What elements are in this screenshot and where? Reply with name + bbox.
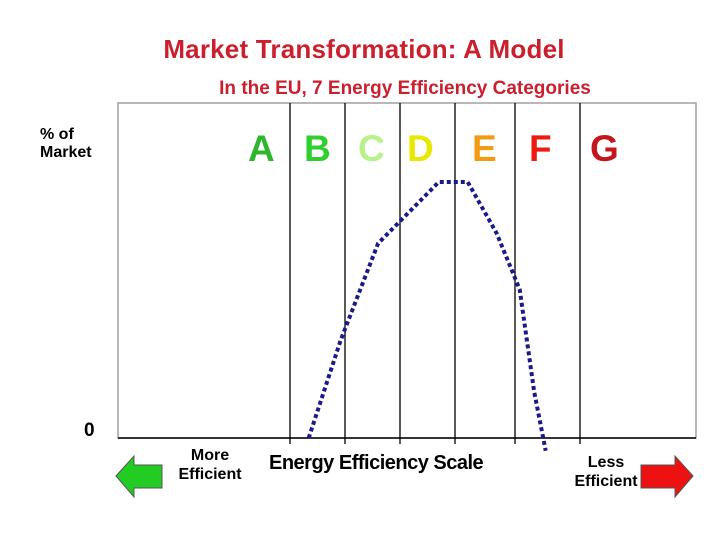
category-dividers <box>289 103 581 444</box>
x-axis-label: Energy Efficiency Scale <box>269 452 484 474</box>
chart-frame <box>117 102 697 439</box>
category-f-label: F <box>529 128 552 169</box>
chart-subtitle: In the EU, 7 Energy Efficiency Categorie… <box>219 78 591 99</box>
category-b-label: B <box>304 128 331 169</box>
chart-title: Market Transformation: A Model <box>163 34 565 64</box>
y-zero-label: 0 <box>84 420 95 441</box>
category-g-label: G <box>590 128 619 169</box>
less-efficient-label: Less Efficient <box>574 454 638 490</box>
category-c-label: C <box>358 128 385 169</box>
category-a-label: A <box>248 128 275 169</box>
market-share-curve <box>306 180 548 452</box>
more-efficient-label: More Efficient <box>178 447 242 483</box>
category-d-label: D <box>407 128 434 169</box>
right-arrow-icon <box>640 454 694 499</box>
y-axis-label: % of Market <box>40 126 92 161</box>
category-e-label: E <box>472 128 497 169</box>
left-arrow-icon <box>115 454 163 499</box>
